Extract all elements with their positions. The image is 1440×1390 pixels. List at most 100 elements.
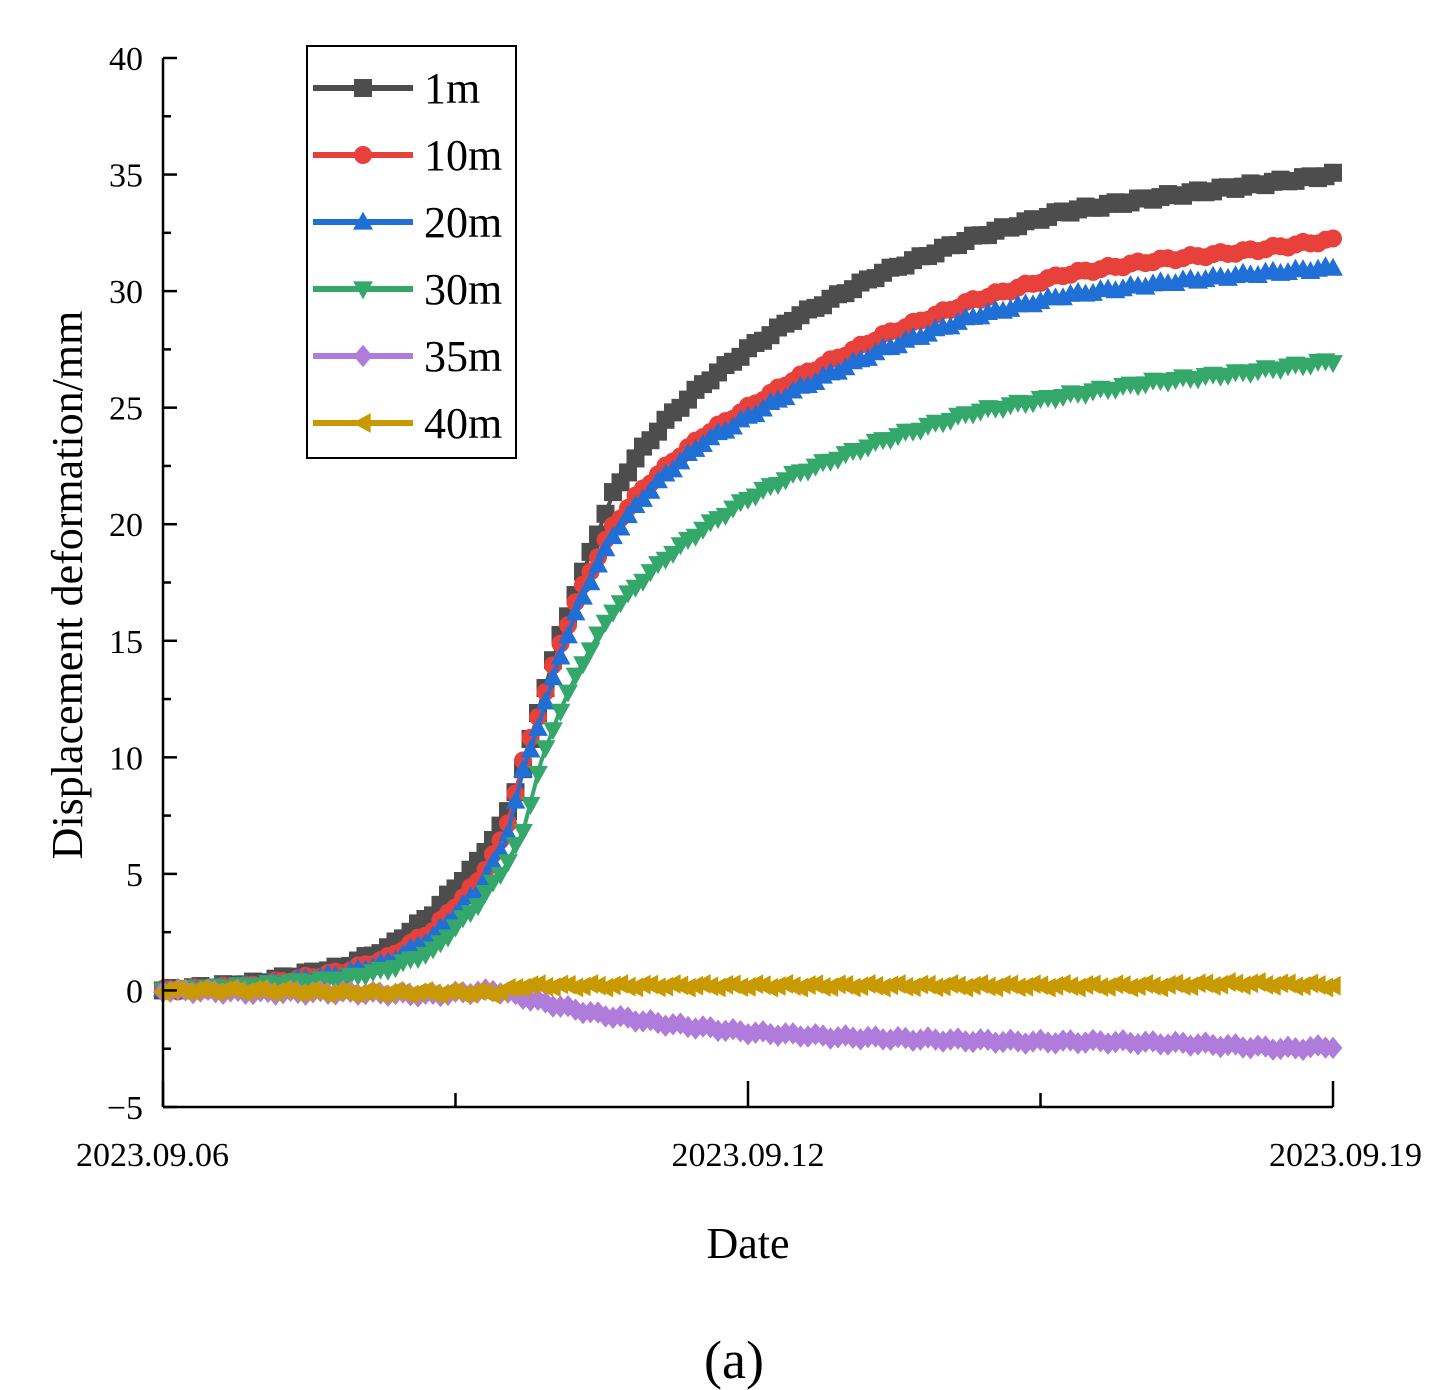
marker-30m xyxy=(558,684,578,703)
legend-label: 30m xyxy=(424,265,502,314)
x-tick-label: 2023.09.06 xyxy=(76,1137,229,1174)
marker-20m xyxy=(948,311,968,330)
marker-30m xyxy=(610,595,631,614)
y-tick-label: −5 xyxy=(107,1090,143,1127)
marker-40m xyxy=(385,981,404,1001)
marker-30m xyxy=(528,765,548,784)
marker-20m xyxy=(595,538,616,557)
legend-item-10m: 10m xyxy=(313,131,502,180)
marker-20m xyxy=(520,739,541,758)
marker-30m xyxy=(445,919,466,938)
y-tick-label: 25 xyxy=(109,391,143,428)
legend-marker xyxy=(354,79,372,97)
marker-30m xyxy=(565,667,586,686)
marker-30m xyxy=(543,722,563,741)
legend-marker xyxy=(354,146,372,164)
legend-box xyxy=(306,45,517,459)
marker-30m xyxy=(535,740,556,759)
marker-20m xyxy=(565,602,586,621)
y-tick-label: 30 xyxy=(109,274,143,311)
marker-20m xyxy=(513,759,533,778)
marker-40m xyxy=(242,980,261,1000)
marker-30m xyxy=(520,796,541,815)
marker-30m xyxy=(595,614,616,633)
legend-label: 1m xyxy=(424,64,480,113)
marker-40m xyxy=(1240,973,1259,994)
marker-30m xyxy=(1323,355,1343,374)
legend-label: 20m xyxy=(424,198,502,247)
marker-40m xyxy=(662,974,681,994)
marker-30m xyxy=(490,866,511,885)
marker-40m xyxy=(1157,974,1176,995)
marker-30m xyxy=(505,837,526,856)
marker-20m xyxy=(550,646,571,665)
legend-marker xyxy=(353,281,373,300)
marker-40m xyxy=(745,974,764,995)
marker-40m xyxy=(880,975,899,996)
marker-40m xyxy=(760,977,779,998)
marker-30m xyxy=(550,703,571,722)
x-tick-label: 2023.09.12 xyxy=(672,1137,825,1174)
marker-40m xyxy=(940,974,959,994)
series-layer xyxy=(152,163,1343,1062)
legend-label: 40m xyxy=(424,399,502,448)
marker-20m xyxy=(588,554,608,573)
marker-20m xyxy=(1000,298,1021,317)
legend-item-30m: 30m xyxy=(313,265,502,314)
marker-40m xyxy=(1142,976,1161,996)
x-tick-label: 2023.09.19 xyxy=(1269,1137,1422,1174)
marker-40m xyxy=(925,977,944,998)
marker-40m xyxy=(1202,975,1221,996)
marker-20m xyxy=(940,316,961,335)
ticks-layer: −5 0 5 10 15 20 25 30 35 40 2023.09.06 2023.09.12 20… xyxy=(76,41,1422,1174)
legend-label: 35m xyxy=(424,332,502,381)
marker-40m xyxy=(340,983,359,1004)
marker-40m xyxy=(1322,975,1341,996)
legend-label: 10m xyxy=(424,131,502,180)
marker-40m xyxy=(1120,977,1139,998)
marker-40m xyxy=(977,976,996,997)
marker-35m xyxy=(1323,1036,1343,1060)
y-tick-label: 15 xyxy=(109,624,143,661)
marker-30m xyxy=(468,898,488,917)
legend-item-20m: 20m xyxy=(313,198,502,247)
x-axis-title: Date xyxy=(706,1219,789,1268)
y-tick-label: 40 xyxy=(109,41,143,78)
marker-30m xyxy=(633,573,653,592)
panel-label: (a) xyxy=(704,1330,764,1390)
marker-30m xyxy=(603,604,623,623)
legend: 1m 10m 20m 30m 35m 40m xyxy=(306,45,517,459)
marker-40m xyxy=(520,975,539,996)
marker-20m xyxy=(558,625,578,644)
marker-10m xyxy=(1324,229,1342,248)
marker-40m xyxy=(565,977,584,998)
legend-item-40m: 40m xyxy=(313,399,502,448)
marker-30m xyxy=(580,642,601,661)
marker-30m xyxy=(588,626,608,645)
y-axis-title: Displacement deformation/mm xyxy=(43,311,92,860)
marker-20m xyxy=(528,717,548,736)
marker-30m xyxy=(475,884,496,903)
marker-40m xyxy=(422,983,441,1004)
marker-20m xyxy=(640,480,661,499)
marker-20m xyxy=(1323,257,1343,276)
marker-40m xyxy=(1060,976,1079,997)
marker-30m xyxy=(438,929,458,948)
legend-marker xyxy=(353,344,373,368)
marker-20m xyxy=(498,823,518,842)
marker-1m xyxy=(619,463,637,482)
marker-40m xyxy=(1217,972,1236,992)
marker-20m xyxy=(610,517,631,536)
y-tick-label: 0 xyxy=(126,973,143,1010)
marker-40m xyxy=(1022,974,1041,994)
y-tick-label: 5 xyxy=(126,857,143,894)
legend-item-1m: 1m xyxy=(313,64,480,113)
marker-40m xyxy=(1255,974,1274,995)
marker-30m xyxy=(573,656,593,675)
marker-40m xyxy=(797,975,816,995)
marker-40m xyxy=(325,982,344,1003)
marker-20m xyxy=(580,572,601,591)
marker-40m xyxy=(842,977,861,998)
marker-30m xyxy=(513,823,533,842)
